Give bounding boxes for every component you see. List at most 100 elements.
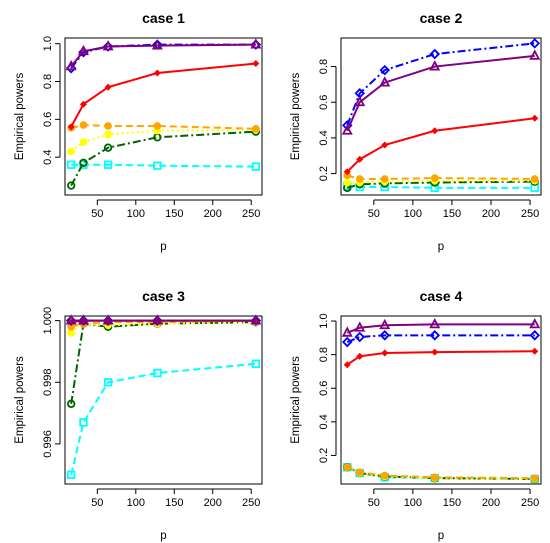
x-tick-label: 100 [404, 208, 422, 220]
y-tick-label: 1.0 [42, 36, 54, 51]
plot-panel-3: case 3 50 100 150 200 250 0.996 0.998 1.000 p Empi… [14, 288, 263, 542]
series-line-4 [67, 121, 260, 133]
x-tick-label: 50 [368, 208, 380, 220]
diamond-marker [379, 64, 391, 76]
filled-circle-marker [252, 124, 260, 133]
triangle-marker [77, 44, 89, 56]
series-path [70, 43, 256, 68]
filled-diamond-marker [531, 347, 539, 355]
plot-frame [64, 37, 263, 196]
square-marker [430, 183, 439, 193]
y-tick-label: 0.6 [42, 112, 54, 127]
filled-diamond-marker [252, 60, 260, 68]
x-tick-label: 200 [482, 497, 500, 509]
x-tick-label: 50 [368, 497, 380, 509]
y-tick-label: 0.6 [318, 381, 330, 396]
series-path [346, 42, 535, 126]
y-tick-label: 0.8 [42, 74, 54, 89]
circle-marker [66, 399, 76, 409]
plot-frame [340, 37, 542, 196]
x-tick-label: 200 [482, 208, 500, 220]
series-line-6 [66, 127, 261, 190]
plot-title: case 1 [142, 10, 185, 26]
x-tick-label: 150 [443, 208, 461, 220]
filled-circle-marker [343, 178, 352, 187]
filled-diamond-marker [381, 349, 389, 357]
series-path [347, 179, 535, 184]
filled-circle-marker [430, 174, 439, 182]
triangle-marker [151, 39, 163, 50]
series-path [346, 323, 535, 334]
series-path [70, 130, 256, 187]
diamond-marker [379, 330, 391, 341]
y-tick-label: 0.4 [42, 150, 54, 165]
series-path [346, 54, 535, 132]
filled-circle-marker [153, 122, 162, 130]
triangle-marker [354, 95, 366, 107]
series-line-5 [67, 125, 260, 156]
triangle-marker [429, 317, 441, 329]
series-line-3 [67, 60, 260, 131]
series-line-1 [65, 38, 262, 71]
x-tick-label: 50 [91, 208, 103, 220]
series-path [346, 466, 535, 480]
y-axis-label: Empirical powers [290, 72, 302, 160]
series-path [346, 350, 535, 366]
series-line-1 [341, 317, 541, 337]
diamond-marker [354, 331, 366, 343]
series-path [346, 334, 535, 343]
filled-diamond-marker [531, 114, 539, 122]
series-line-2 [341, 38, 541, 131]
y-tick-label: 0.2 [318, 448, 330, 463]
filled-diamond-marker [431, 348, 439, 356]
y-axis-label: Empirical powers [14, 356, 26, 444]
y-tick-label: 0.2 [318, 166, 330, 181]
filled-diamond-marker [343, 361, 351, 369]
triangle-marker [429, 60, 441, 71]
y-tick-label: 1.0 [318, 313, 330, 328]
plot-panel-1: case 1 50 100 150 200 250 0.4 0.6 0.8 1.0 p Empiric… [14, 10, 263, 253]
x-axis-label: p [160, 530, 166, 542]
filled-circle-marker [67, 147, 75, 156]
diamond-marker [429, 48, 441, 60]
series-path [346, 117, 535, 173]
y-axis-label: Empirical powers [290, 356, 302, 444]
series-path [71, 163, 256, 168]
diamond-marker [429, 330, 441, 341]
plot-frame [64, 315, 263, 485]
x-tick-label: 100 [404, 497, 422, 509]
square-marker [251, 359, 261, 368]
circle-marker [103, 143, 113, 152]
x-tick-label: 150 [165, 497, 183, 509]
filled-circle-marker [343, 171, 352, 180]
x-tick-label: 250 [242, 208, 260, 220]
filled-circle-marker [380, 471, 389, 480]
triangle-marker [529, 317, 541, 329]
series-line-7 [343, 181, 539, 193]
filled-circle-marker [104, 122, 112, 130]
series-line-2 [341, 330, 541, 348]
x-axis-label: p [160, 241, 166, 253]
square-marker [66, 160, 76, 169]
series-path [70, 321, 256, 334]
triangle-marker [379, 76, 391, 87]
triangle-marker [341, 326, 353, 337]
series-path [70, 128, 256, 153]
diamond-marker [341, 336, 353, 348]
y-tick-label: 0.6 [318, 95, 330, 110]
y-tick-label: 0.8 [318, 347, 330, 362]
plot-title: case 3 [142, 288, 185, 304]
plot-title: case 4 [420, 288, 463, 304]
circle-marker [66, 181, 76, 190]
series-path [346, 174, 535, 180]
filled-circle-marker [79, 138, 88, 146]
series-line-1 [65, 314, 262, 325]
y-axis-label: Empirical powers [14, 72, 26, 160]
filled-diamond-marker [356, 352, 364, 360]
triangle-marker [102, 40, 114, 51]
filled-circle-marker [67, 329, 75, 337]
filled-diamond-marker [153, 69, 161, 77]
x-tick-label: 150 [165, 208, 183, 220]
y-tick-label: 0.998 [42, 369, 54, 397]
